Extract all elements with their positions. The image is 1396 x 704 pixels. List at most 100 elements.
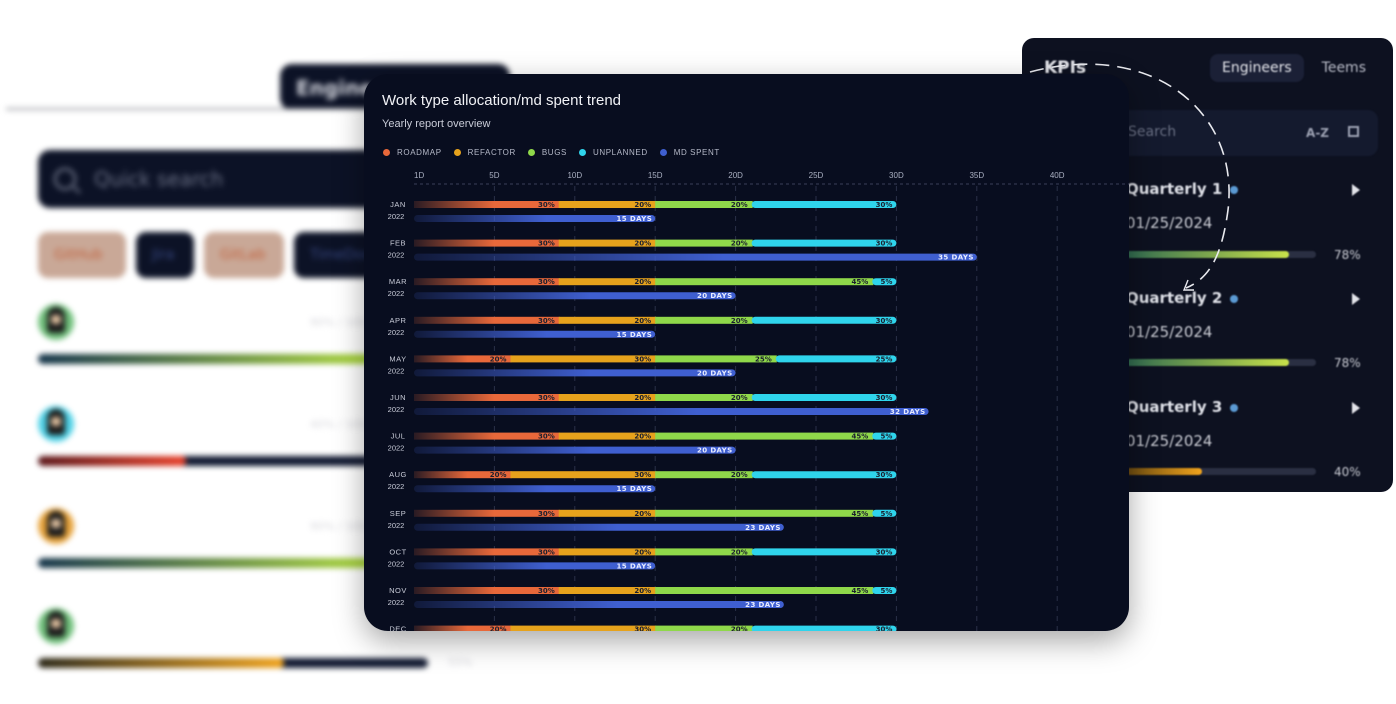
row-progress-fill: [38, 456, 187, 466]
legend-unplanned[interactable]: UNPLANNED: [578, 148, 648, 157]
search-placeholder: Quick search: [94, 167, 224, 191]
kpi-item-percent: 40%: [1334, 465, 1361, 479]
allocation-segment-refactor: [510, 355, 657, 363]
kpi-tabs: Engineers Teems: [1210, 54, 1378, 82]
allocation-segment-bugs: [655, 239, 753, 247]
kpi-item-date: 01/25/2024: [1126, 323, 1213, 341]
legend-label: REFACTOR: [467, 148, 516, 157]
allocation-label: 20%: [731, 626, 748, 631]
allocation-label: 30%: [538, 240, 555, 248]
allocation-segment-refactor: [558, 509, 657, 517]
kpi-item-name: Quarterly 1: [1126, 180, 1239, 198]
kpi-progress-bar: [1126, 359, 1316, 366]
list-item[interactable]: 55%: [38, 608, 478, 669]
allocation-segment-refactor: [558, 278, 657, 286]
legend-dot: [527, 149, 535, 156]
md-spent-bar: [414, 485, 656, 493]
avatar: [38, 508, 74, 544]
allocation-label: 20%: [731, 471, 748, 479]
chip-github[interactable]: GitHub: [38, 232, 126, 278]
allocation-label: 30%: [876, 240, 893, 248]
list-item[interactable]: 90% / 10D: [38, 304, 478, 364]
avatar: [38, 406, 74, 442]
allocation-segment-unplanned: [872, 587, 897, 594]
allocation-segment-roadmap: [414, 355, 512, 363]
allocation-segment-unplanned: [751, 239, 897, 247]
year-label: 2022: [388, 405, 405, 414]
kpi-item-name: Quarterly 2: [1126, 289, 1239, 307]
allocation-label: 30%: [538, 587, 555, 595]
chip-jira[interactable]: Jira: [136, 232, 194, 278]
md-spent-label: 35 DAYS: [938, 254, 974, 262]
allocation-segment-bugs: [655, 394, 753, 401]
allocation-segment-roadmap: [414, 625, 512, 631]
avatar: [38, 304, 74, 340]
md-spent-label: 20 DAYS: [697, 369, 733, 377]
tab-engineers[interactable]: Engineers: [1210, 54, 1304, 82]
md-spent-bar: [414, 408, 929, 415]
legend-dot: [578, 149, 586, 156]
allocation-label: 20%: [731, 548, 748, 556]
chart-subtitle: Yearly report overview: [382, 118, 491, 130]
allocation-label: 30%: [634, 626, 651, 631]
chevron-right-icon[interactable]: [1352, 184, 1360, 196]
allocation-label: 20%: [634, 317, 651, 325]
row-progress-bar: [38, 456, 428, 466]
kpi-item-label: Quarterly 3: [1126, 398, 1223, 416]
allocation-label: 30%: [876, 548, 893, 556]
kpi-progress-fill: [1126, 359, 1290, 366]
allocation-label: 45%: [852, 510, 869, 518]
allocation-label: 45%: [852, 433, 869, 441]
allocation-label: 20%: [634, 201, 651, 209]
month-label: APR: [390, 316, 407, 325]
allocation-label: 20%: [634, 548, 651, 556]
md-spent-bar: [414, 292, 736, 300]
legend-label: UNPLANNED: [592, 148, 648, 157]
expand-icon[interactable]: [1348, 126, 1359, 137]
x-tick-label: 10D: [567, 171, 582, 180]
month-label: DEC: [389, 625, 406, 631]
legend-label: BUGS: [541, 148, 567, 157]
year-label: 2022: [388, 482, 405, 491]
sort-az-button[interactable]: A-Z: [1306, 126, 1329, 140]
tab-teems[interactable]: Teems: [1321, 60, 1366, 76]
year-label: 2022: [388, 598, 405, 607]
md-spent-bar: [414, 446, 736, 454]
x-tick-label: 25D: [809, 171, 824, 180]
allocation-segment-refactor: [558, 587, 657, 594]
month-label: MAY: [389, 354, 406, 363]
year-label: 2022: [388, 559, 405, 568]
kpi-progress-fill: [1126, 251, 1290, 258]
allocation-segment-refactor: [558, 201, 657, 208]
md-spent-label: 20 DAYS: [697, 292, 733, 300]
chevron-right-icon[interactable]: [1352, 293, 1360, 305]
allocation-label: 30%: [538, 317, 555, 325]
allocation-segment-unplanned: [751, 625, 897, 631]
legend-md-spent[interactable]: MD SPENT: [659, 148, 720, 157]
chip-gitlab[interactable]: GitLab: [204, 232, 284, 278]
allocation-segment-unplanned: [775, 355, 897, 363]
month-label: OCT: [389, 547, 406, 556]
x-tick-label: 30D: [889, 171, 904, 180]
allocation-label: 5%: [881, 433, 893, 441]
legend-roadmap[interactable]: ROADMAP: [383, 148, 442, 157]
year-label: 2022: [388, 251, 405, 260]
kpi-item-percent: 78%: [1334, 356, 1361, 370]
month-label: JUL: [391, 432, 406, 441]
chevron-right-icon[interactable]: [1352, 402, 1360, 414]
md-spent-label: 23 DAYS: [745, 601, 781, 609]
info-dot-icon: [1230, 294, 1239, 303]
month-label: JAN: [390, 200, 406, 209]
md-spent-bar: [414, 601, 784, 608]
list-item[interactable]: 40% / 10D: [38, 406, 478, 466]
row-progress-fill: [38, 658, 284, 668]
md-spent-label: 15 DAYS: [617, 215, 653, 223]
legend-refactor[interactable]: REFACTOR: [453, 148, 516, 157]
row-meta: 40% / 10D: [310, 418, 368, 431]
allocation-segment-roadmap: [414, 548, 560, 556]
allocation-label: 30%: [538, 394, 555, 402]
allocation-segment-bugs: [655, 316, 753, 324]
legend-bugs[interactable]: BUGS: [527, 148, 567, 157]
month-label: SEP: [390, 509, 407, 518]
list-item[interactable]: 90% / 10D: [38, 508, 478, 568]
